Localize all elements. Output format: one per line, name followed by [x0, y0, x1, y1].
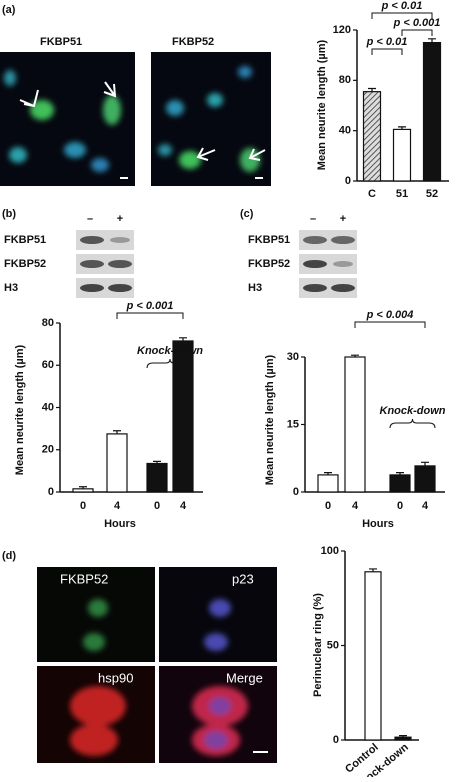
x-tick-label: 4	[352, 500, 359, 512]
annotation: p < 0.01	[366, 36, 408, 48]
y-tick-label: 0	[333, 734, 339, 746]
error-bar	[398, 126, 406, 130]
image-label: p23	[232, 571, 254, 586]
x-axis-label: Hours	[362, 518, 394, 530]
error-bar	[369, 568, 377, 572]
blot-label: FKBP51	[4, 234, 46, 246]
error-bar	[79, 486, 87, 489]
significance-bracket	[354, 321, 426, 328]
error-bar	[428, 38, 436, 43]
error-bar	[421, 461, 429, 466]
x-tick-label: 4	[114, 500, 121, 512]
y-tick-label: 0	[345, 175, 351, 187]
y-tick-label: 80	[42, 317, 54, 329]
y-axis-label: Mean neurite length (µm)	[14, 344, 26, 475]
blot	[299, 230, 357, 298]
blot-label: FKBP51	[248, 234, 290, 246]
panel-label: (b)	[2, 208, 16, 220]
blot-label: H3	[248, 282, 262, 294]
y-tick-label: 30	[287, 351, 299, 363]
image-label: FKBP52	[60, 571, 108, 586]
y-tick-label: 50	[327, 639, 339, 651]
lane-label: –	[87, 213, 93, 225]
image-label: FKBP51	[40, 36, 82, 48]
y-tick-label: 0	[293, 486, 299, 498]
error-bar	[396, 472, 404, 475]
annotation: p < 0.001	[126, 300, 174, 312]
micrograph	[37, 567, 277, 763]
y-axis-label: Perinuclear ring (%)	[312, 593, 324, 697]
group-brace	[146, 358, 194, 369]
annotation: Knock-down	[137, 345, 203, 357]
bar	[414, 465, 436, 493]
bar	[344, 356, 366, 493]
image-label: hsp90	[98, 670, 133, 685]
blot-label: H3	[4, 282, 18, 294]
panel-label: (c)	[240, 208, 254, 220]
bar	[392, 128, 412, 182]
error-bar	[324, 472, 332, 475]
x-tick-label: 4	[422, 500, 429, 512]
annotation: p < 0.001	[393, 17, 441, 29]
error-bar	[179, 337, 187, 341]
lane-label: +	[340, 213, 346, 225]
image-label: FKBP52	[172, 36, 214, 48]
image-label: Merge	[226, 670, 263, 685]
error-bar	[399, 735, 407, 738]
bar	[422, 41, 442, 182]
x-tick-label: 0	[80, 500, 86, 512]
bar	[394, 736, 412, 741]
annotation: p < 0.01	[381, 0, 423, 12]
bar	[146, 462, 168, 493]
bar	[72, 488, 94, 493]
x-tick-label: 0	[397, 500, 403, 512]
blot-label: FKBP52	[248, 258, 290, 270]
y-tick-label: 120	[333, 24, 351, 36]
error-bar	[351, 354, 359, 357]
bar	[106, 433, 128, 493]
error-bar	[113, 430, 121, 434]
y-tick-label: 0	[48, 486, 54, 498]
significance-bracket	[371, 12, 433, 19]
error-bar	[153, 460, 161, 464]
bar	[364, 571, 382, 741]
group-brace	[389, 418, 436, 429]
x-tick-label: 4	[180, 500, 187, 512]
y-tick-label: 40	[339, 125, 351, 137]
y-tick-label: 80	[339, 74, 351, 86]
x-tick-label: 0	[154, 500, 160, 512]
y-axis-label: Mean neurite length (µm)	[316, 39, 328, 170]
bar	[317, 474, 339, 493]
x-axis-label: Hours	[104, 518, 136, 530]
bar	[362, 91, 382, 182]
micrograph	[0, 52, 135, 186]
y-tick-label: 15	[287, 418, 299, 430]
error-bar	[368, 87, 376, 92]
bar	[389, 474, 411, 493]
x-tick-label: C	[368, 188, 376, 200]
annotation: p < 0.004	[366, 309, 414, 321]
significance-bracket	[371, 48, 403, 55]
x-tick-label: 52	[426, 188, 438, 200]
y-tick-label: 40	[42, 401, 54, 413]
micrograph	[151, 52, 271, 186]
lane-label: +	[117, 213, 123, 225]
panel-label: (d)	[2, 550, 16, 562]
lane-label: –	[310, 213, 316, 225]
significance-bracket	[401, 29, 433, 36]
y-axis-label: Mean neurite length (µm)	[264, 354, 276, 485]
panel-label: (a)	[2, 4, 16, 16]
blot-label: FKBP52	[4, 258, 46, 270]
significance-bracket	[116, 312, 184, 319]
y-tick-label: 20	[42, 444, 54, 456]
y-tick-label: 100	[321, 545, 339, 557]
x-tick-label: 51	[396, 188, 408, 200]
annotation: Knock-down	[380, 405, 446, 417]
blot	[76, 230, 134, 298]
x-tick-label: 0	[325, 500, 331, 512]
y-tick-label: 60	[42, 359, 54, 371]
